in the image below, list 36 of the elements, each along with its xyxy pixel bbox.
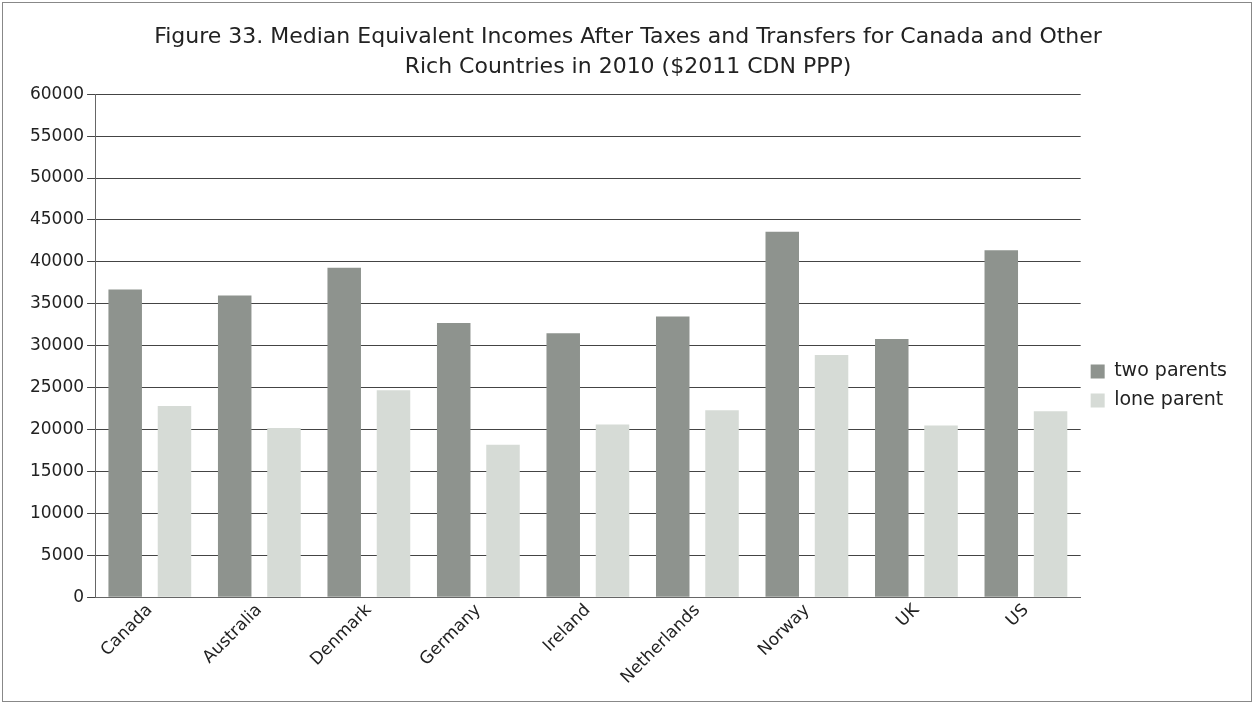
bar [486,444,520,597]
y-tick-label: 30000 [29,334,85,355]
bar [655,316,690,597]
y-tick-label: 25000 [29,376,85,397]
bar [327,267,361,597]
y-tick-label: 5000 [40,543,85,564]
y-tick-label: 45000 [29,208,85,229]
bar [984,250,1019,597]
y-tick-label: 40000 [29,250,85,271]
y-tick-label: 0 [73,585,85,606]
bar [924,425,958,597]
bar [376,390,411,597]
y-tick-label: 60000 [29,82,85,103]
bar [267,427,301,597]
bar [705,410,739,597]
y-tick-label: 35000 [29,292,85,313]
bar [546,333,580,597]
chart-title: Figure 33. Median Equivalent Incomes After Taxes and Transfers for Canada and Other Rich Countries in 2010 ($2011 CDN PPP) [153,22,1103,80]
bar [814,354,849,597]
legend-label: lone parent [1114,387,1224,410]
bar [108,289,142,597]
bar [595,424,630,597]
bar [1033,411,1068,597]
legend-label: two parents [1114,358,1228,381]
x-tick-label: US [1001,599,1032,630]
y-tick-label: 50000 [29,166,85,187]
bar [875,339,909,597]
y-tick-label: 15000 [29,459,85,480]
y-tick-label: 55000 [29,124,85,145]
x-tick-label: UK [891,598,923,631]
bar [157,406,192,597]
bar [765,231,800,597]
y-tick-label: 20000 [29,418,85,439]
bar [436,323,471,597]
y-tick-label: 10000 [29,501,85,522]
bar [217,295,252,597]
